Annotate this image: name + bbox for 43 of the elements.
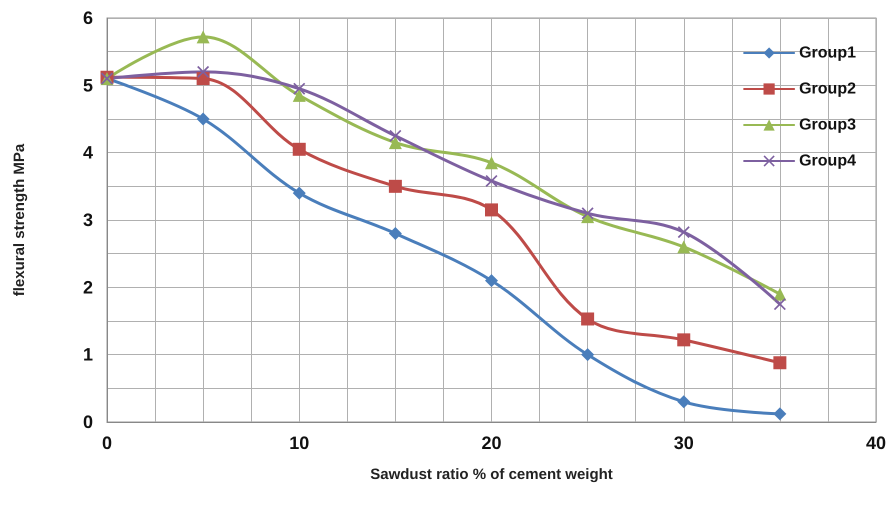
point: [389, 130, 402, 142]
x-tick-label: 40: [866, 433, 886, 453]
point: [774, 298, 786, 310]
legend-label: Group2: [799, 80, 856, 98]
y-tick-label: 1: [82, 344, 93, 365]
x-tick-label: 30: [674, 433, 694, 453]
y-tick-label: 4: [82, 142, 93, 163]
point: [773, 407, 786, 420]
point: [388, 136, 402, 150]
point: [292, 142, 306, 156]
point: [773, 356, 786, 370]
x-tick-label: 10: [289, 433, 310, 453]
y-tick-label: 3: [82, 210, 93, 230]
point: [293, 82, 306, 95]
point: [196, 30, 210, 44]
point: [486, 174, 498, 187]
y-tick-label: 0: [82, 412, 93, 432]
point: [485, 203, 498, 216]
point: [292, 88, 306, 102]
point: [678, 226, 690, 238]
point: [388, 226, 402, 240]
point: [196, 112, 210, 126]
y-axis-title: flexural strength MPa: [11, 143, 28, 296]
point: [581, 312, 594, 326]
point: [677, 333, 690, 346]
point: [388, 180, 402, 193]
point: [485, 156, 498, 170]
point: [581, 348, 594, 362]
point: [677, 395, 690, 408]
legend-label: Group4: [799, 152, 856, 170]
point: [197, 66, 210, 78]
point: [677, 240, 690, 254]
x-axis-title: Sawdust ratio % of cement weight: [370, 466, 613, 483]
point: [582, 207, 594, 220]
legend-label: Group1: [799, 44, 856, 62]
y-tick-label: 2: [82, 277, 93, 298]
y-tick-label: 6: [82, 8, 93, 28]
y-tick-label: 5: [82, 75, 93, 96]
point: [485, 274, 498, 288]
point: [292, 186, 306, 200]
x-tick-label: 0: [102, 433, 112, 453]
legend-label: Group3: [799, 116, 856, 134]
x-tick-label: 20: [481, 433, 502, 453]
